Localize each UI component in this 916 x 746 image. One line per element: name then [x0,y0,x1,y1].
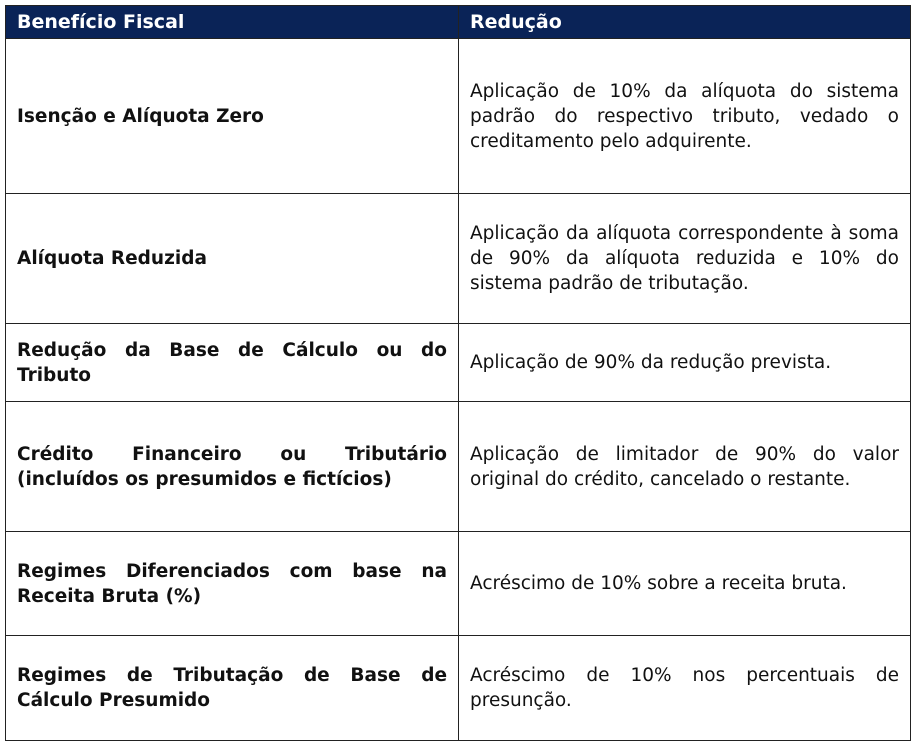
reduction-cell: Aplicação da alíquota correspondente à s… [458,193,911,324]
table-row: Regimes Diferenciados com base na Receit… [5,531,911,636]
reduction-cell: Acréscimo de 10% sobre a receita bruta. [458,531,911,636]
reduction-cell: Aplicação de 90% da redução prevista. [458,323,911,402]
benefit-cell: Regimes Diferenciados com base na Receit… [5,531,459,636]
benefit-cell: Isenção e Alíquota Zero [5,38,459,194]
table-row: Crédito Financeiro ou Tributário (incluí… [5,401,911,532]
table-row: Regimes de Tributação de Base de Cálculo… [5,635,911,741]
reduction-cell: Aplicação de limitador de 90% do valor o… [458,401,911,532]
benefit-cell: Crédito Financeiro ou Tributário (incluí… [5,401,459,532]
header-row: Benefício Fiscal Redução [5,5,911,39]
benefit-cell: Redução da Base de Cálculo ou do Tributo [5,323,459,402]
header-benefit: Benefício Fiscal [5,5,459,39]
tax-benefit-table: Benefício Fiscal Redução Isenção e Alíqu… [5,5,911,741]
table-row: Redução da Base de Cálculo ou do Tributo… [5,323,911,402]
reduction-cell: Aplicação de 10% da alíquota do sistema … [458,38,911,194]
table-row: Isenção e Alíquota Zero Aplicação de 10%… [5,38,911,194]
benefit-cell: Alíquota Reduzida [5,193,459,324]
header-reduction: Redução [458,5,911,39]
benefit-cell: Regimes de Tributação de Base de Cálculo… [5,635,459,741]
reduction-cell: Acréscimo de 10% nos percentuais de pres… [458,635,911,741]
table-row: Alíquota Reduzida Aplicação da alíquota … [5,193,911,324]
